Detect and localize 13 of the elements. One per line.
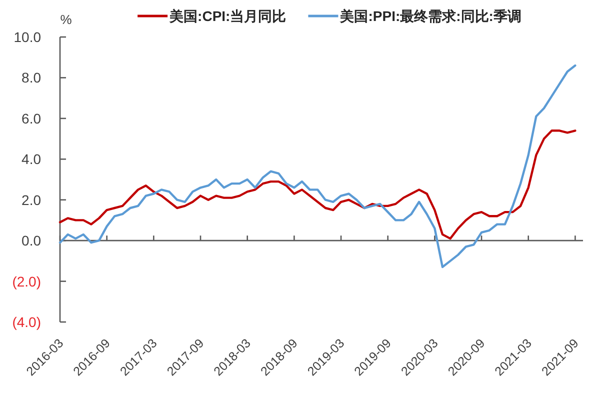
y-axis-title: % xyxy=(60,12,72,27)
y-tick-label: 10.0 xyxy=(14,29,42,45)
y-tick-label: (4.0) xyxy=(12,314,41,330)
legend-label: 美国:PPI:最终需求:同比:季调 xyxy=(339,8,522,24)
y-tick-label: 4.0 xyxy=(22,151,42,168)
y-tick-label: 8.0 xyxy=(22,70,42,86)
y-tick-label: 0.0 xyxy=(22,232,42,249)
line-series xyxy=(58,64,576,268)
legend-label: 美国:CPI:当月同比 xyxy=(168,8,286,24)
y-tick-label: (2.0) xyxy=(12,273,41,290)
line-series xyxy=(58,130,576,240)
y-tick-label: 2.0 xyxy=(22,192,42,208)
y-tick-label: 6.0 xyxy=(22,110,42,126)
